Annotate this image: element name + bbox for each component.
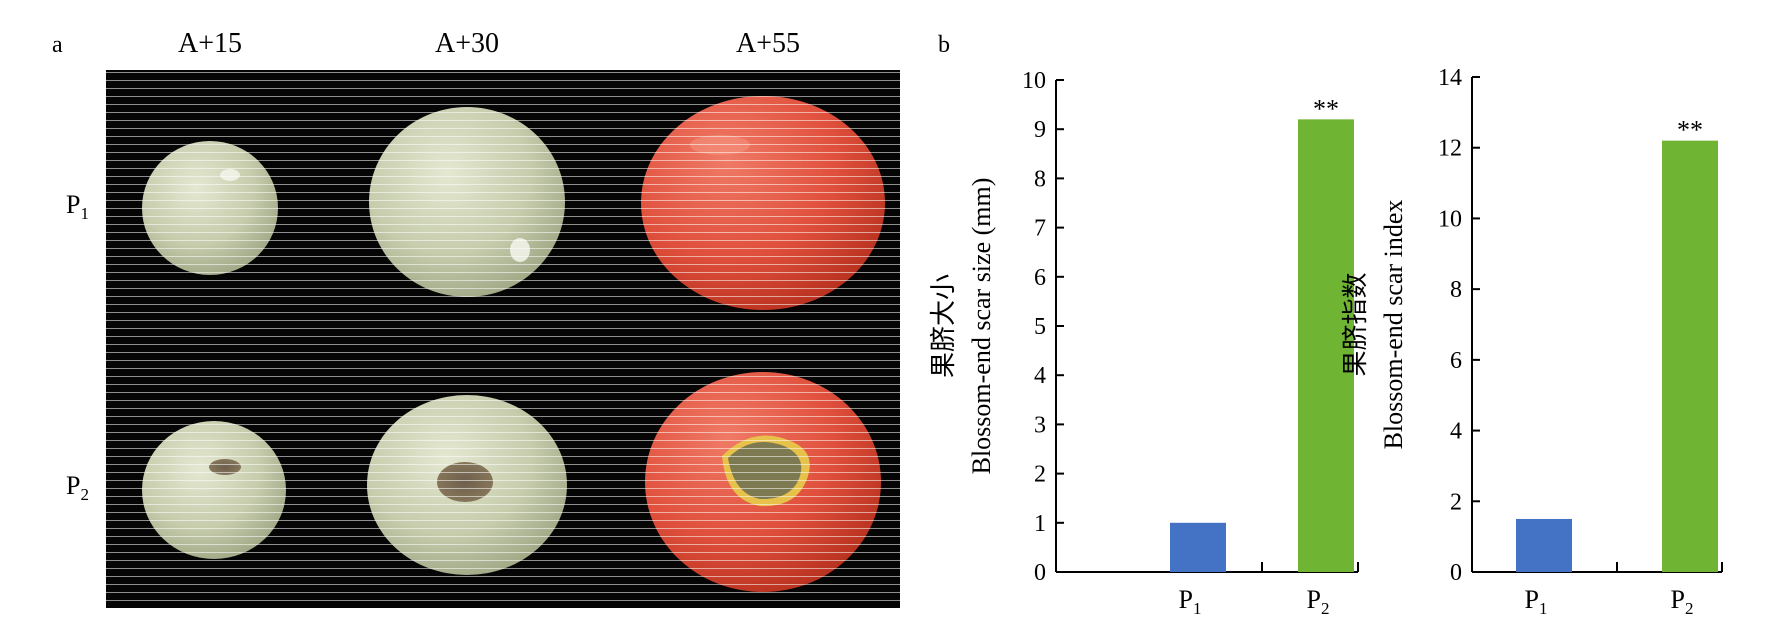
- scar-index-category-label: P1: [1525, 585, 1548, 618]
- scar-index-ylabel-cn: 果脐指数: [1341, 272, 1370, 376]
- scar-size-y-tick-label: 1: [1034, 511, 1046, 537]
- scar-size-y-tick-label: 6: [1034, 265, 1046, 291]
- panel-a-label: a: [52, 32, 63, 58]
- scar-size-y-tick-label: 2: [1034, 462, 1046, 488]
- scar-size-ylabel-cn: 果脐大小: [929, 274, 958, 378]
- scar-size-y-tick-label: 3: [1034, 412, 1046, 438]
- scar-index-y-tick-label: 6: [1450, 348, 1462, 374]
- panel-a: a A+15 A+30 A+55 P1 P2: [52, 28, 900, 608]
- scar-index-y-tick-label: 0: [1450, 560, 1462, 586]
- scar-size-y-tick-label: 5: [1034, 314, 1046, 340]
- panel-b-label: b: [938, 32, 950, 58]
- scar-index-y-tick-label: 8: [1450, 277, 1462, 303]
- scar-size-category-label: P1: [1179, 585, 1202, 618]
- scar-index-y-tick-label: 12: [1438, 136, 1462, 162]
- scar-size-y-tick-label: 9: [1034, 117, 1046, 143]
- scar-index-significance-label: **: [1677, 116, 1703, 145]
- scar-size-bar-0: [1170, 522, 1226, 572]
- scar-size-y-tick-label: 7: [1034, 216, 1046, 242]
- column-label-a30: A+30: [435, 28, 499, 59]
- scar-index-y-tick-label: 14: [1438, 65, 1462, 91]
- chart-scar-index: 0 2 4 6 8 10 12 14 P1 ** P2 果脐指数 Blossom-end scar in…: [1341, 65, 1723, 618]
- scar-index-ylabel-en: Blossom-end scar index: [1379, 200, 1408, 450]
- scar-size-category-label: P2: [1307, 585, 1330, 618]
- fruit-photo: [106, 70, 900, 608]
- scar-size-y-tick-label: 10: [1022, 68, 1046, 94]
- scar-index-y-tick-label: 10: [1438, 206, 1462, 232]
- row-label-p2: P2: [66, 471, 89, 504]
- scar-index-y-tick-label: 2: [1450, 489, 1462, 515]
- scar-size-ylabel-en: Blossom-end scar size (mm): [967, 178, 996, 475]
- scar-size-y-tick-label: 8: [1034, 166, 1046, 192]
- column-label-a55: A+55: [736, 28, 800, 59]
- scar-index-bar-1: [1662, 140, 1718, 572]
- scar-size-significance-label: **: [1313, 94, 1339, 123]
- scar-index-bar-0: [1516, 518, 1572, 572]
- column-label-a15: A+15: [178, 28, 242, 59]
- scar-size-y-tick-label: 4: [1034, 363, 1046, 389]
- scar-size-bar-1: [1298, 119, 1354, 573]
- chart-scar-size: 0 1 2 3 4 5 6 7 8 9 10 P1 ** P2 果脐大小 Blossom-end scar s…: [929, 68, 1359, 618]
- scar-index-category-label: P2: [1671, 585, 1694, 618]
- scan-line-overlay: [106, 70, 900, 608]
- row-label-p1: P1: [66, 190, 89, 223]
- scar-size-y-tick-label: 0: [1034, 560, 1046, 586]
- scar-index-y-tick-label: 4: [1450, 419, 1462, 445]
